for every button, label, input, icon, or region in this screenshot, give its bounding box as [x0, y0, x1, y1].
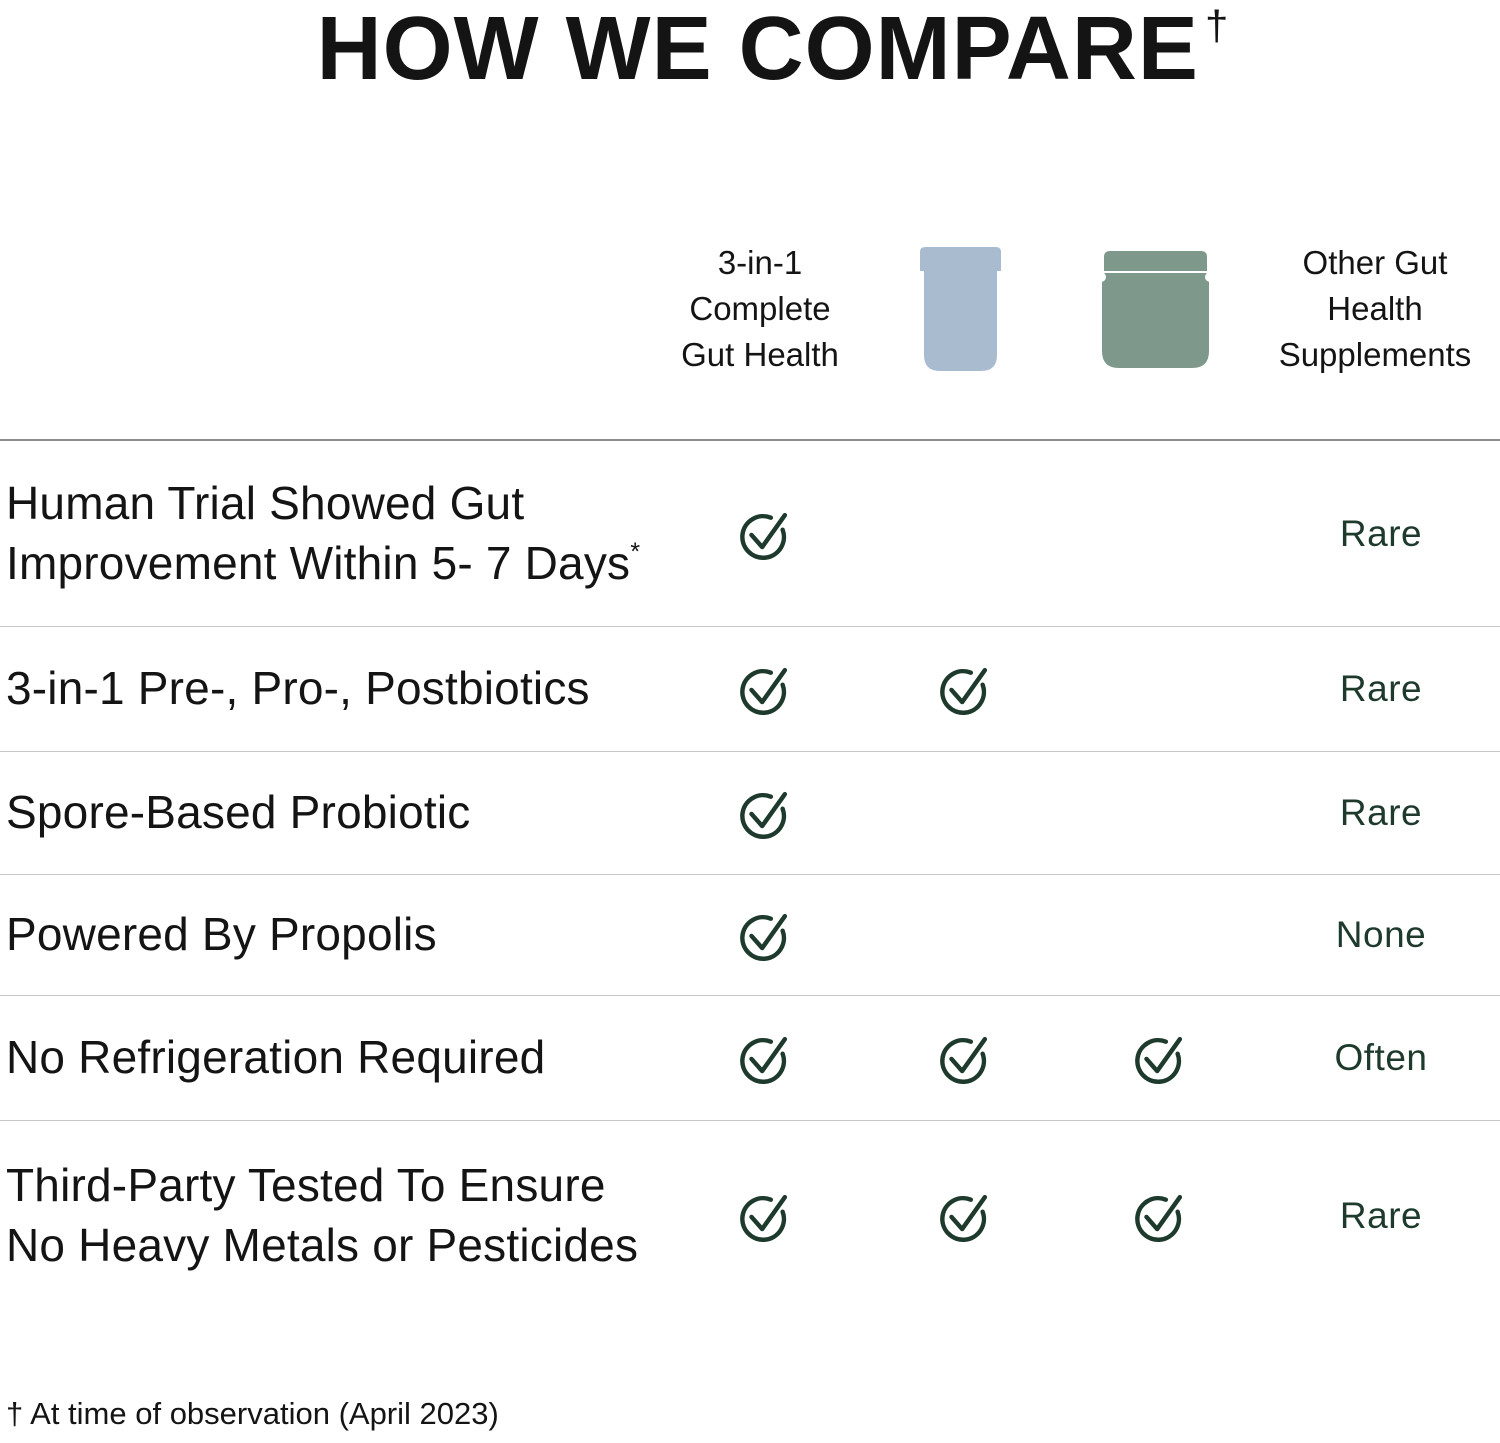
other-frequency-value: Rare — [1339, 1195, 1423, 1236]
other-frequency-value: Rare — [1339, 512, 1423, 554]
other-header-line: Health — [1327, 289, 1423, 327]
footnote: † At time of observation (April 2023) — [6, 1396, 499, 1431]
header-spacer — [0, 224, 660, 394]
product-header-line: Gut Health — [681, 336, 839, 374]
table-row: Spore-Based Probiotic Rare — [0, 752, 1500, 875]
feature-label: Human Trial Showed Gut Improvement Withi… — [6, 476, 641, 589]
feature-label: Spore-Based Probiotic — [6, 786, 471, 839]
feature-label: 3-in-1 Pre-, Pro-, Postbiotics — [6, 662, 590, 715]
table-row: 3-in-1 Pre-, Pro-, Postbiotics Rare — [0, 627, 1500, 752]
dagger-symbol: † — [1204, 2, 1230, 49]
check-icon — [737, 660, 795, 718]
table-row: No Refrigeration Required Often — [0, 996, 1500, 1121]
comparison-table: Human Trial Showed Gut Improvement Withi… — [0, 439, 1500, 1311]
check-icon — [737, 1029, 795, 1087]
check-icon — [737, 1187, 795, 1245]
other-frequency-value: Rare — [1339, 792, 1423, 833]
page-title: HOW WE COMPARE † — [0, 0, 1500, 94]
column-header-bottle — [860, 224, 1060, 394]
asterisk-symbol: * — [630, 538, 641, 567]
feature-label: No Refrigeration Required — [6, 1031, 546, 1084]
pill-bottle-icon — [919, 247, 1001, 371]
check-icon — [737, 784, 795, 842]
column-header-product: 3-in-1 Complete Gut Health — [660, 224, 860, 394]
other-header-line: Supplements — [1278, 336, 1472, 374]
table-header: 3-in-1 Complete Gut Health Other Gut He — [0, 224, 1500, 394]
check-icon — [937, 660, 995, 718]
column-header-other: Other Gut Health Supplements — [1250, 224, 1500, 394]
product-header-line: 3-in-1 — [717, 243, 803, 281]
check-icon — [737, 505, 795, 563]
table-row: Human Trial Showed Gut Improvement Withi… — [0, 441, 1500, 627]
check-icon — [1132, 1187, 1190, 1245]
check-icon — [737, 906, 795, 964]
feature-label: Third-Party Tested To Ensure No Heavy Me… — [6, 1159, 639, 1271]
check-icon — [937, 1187, 995, 1245]
check-icon — [937, 1029, 995, 1087]
table-row: Third-Party Tested To Ensure No Heavy Me… — [0, 1121, 1500, 1311]
supplement-jar-icon — [1097, 250, 1213, 368]
other-header-line: Other Gut — [1302, 243, 1448, 281]
other-frequency-value: None — [1335, 914, 1427, 955]
feature-label: Powered By Propolis — [6, 908, 437, 961]
check-icon — [1132, 1029, 1190, 1087]
title-text: HOW WE COMPARE — [316, 0, 1199, 99]
product-header-line: Complete — [689, 289, 831, 327]
other-frequency-value: Rare — [1339, 668, 1423, 709]
table-row: Powered By Propolis None — [0, 875, 1500, 996]
other-frequency-value: Often — [1334, 1037, 1428, 1078]
column-header-jar — [1060, 224, 1250, 394]
